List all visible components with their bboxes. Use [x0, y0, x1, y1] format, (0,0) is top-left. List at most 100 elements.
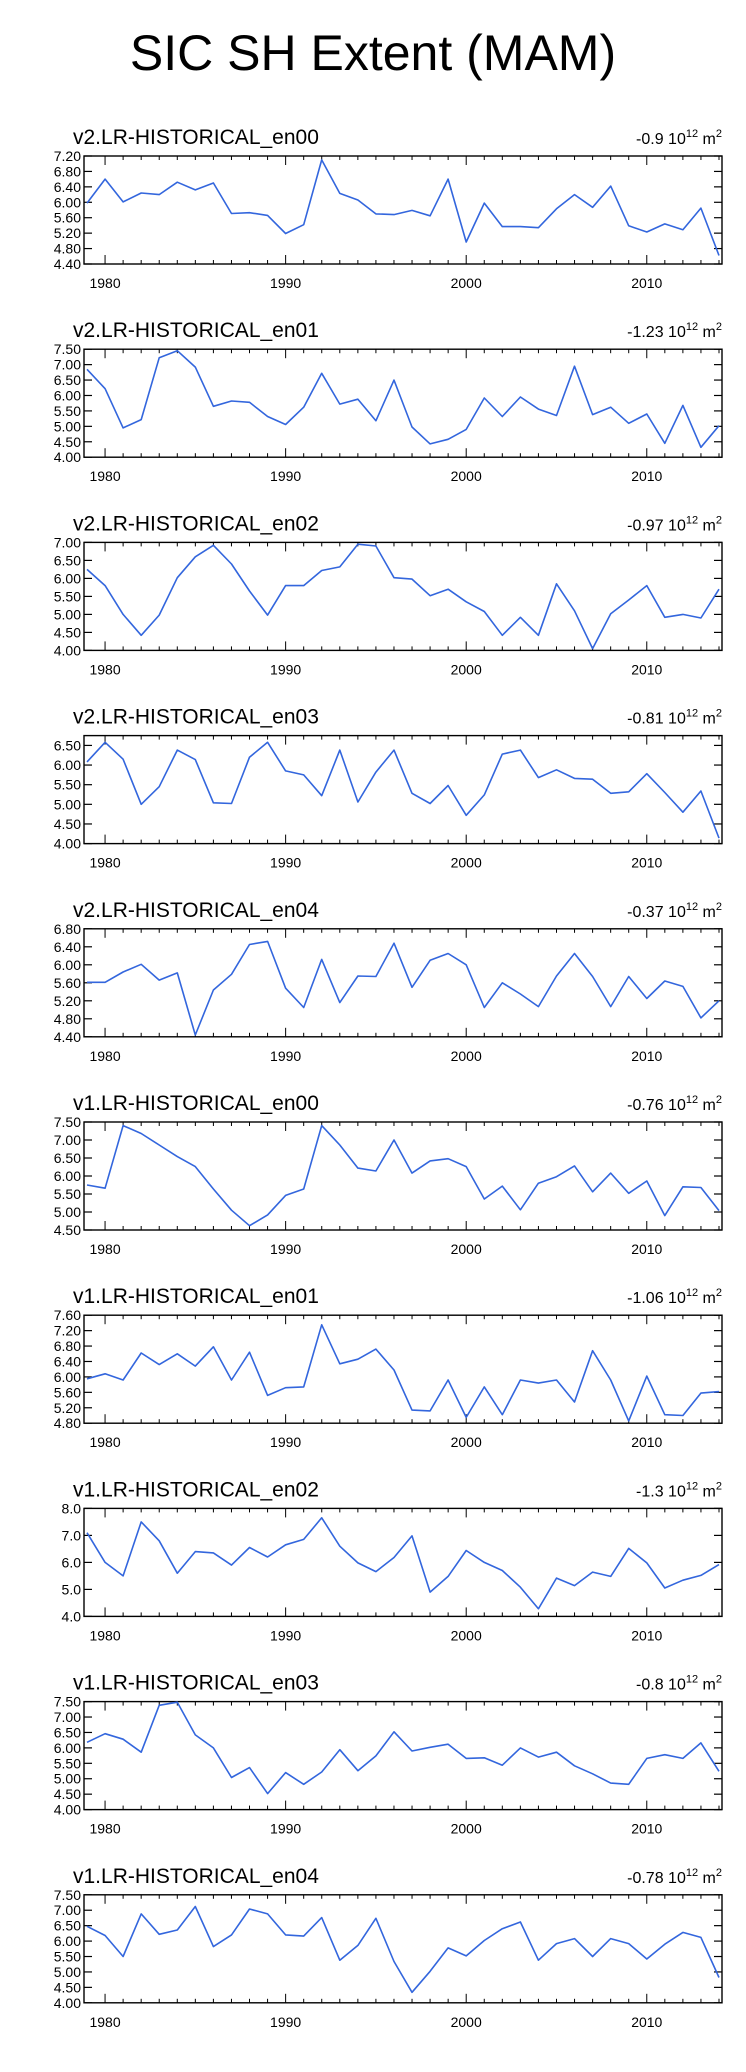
- y-tick-label: 4.50: [54, 816, 81, 832]
- y-tick-label: 7.50: [54, 1114, 81, 1130]
- x-tick-label: 1980: [89, 661, 120, 677]
- x-tick-label: 1990: [270, 855, 301, 871]
- x-tick-label: 2000: [451, 2014, 482, 2030]
- panel-title: v2.LR-HISTORICAL_en03: [73, 706, 319, 729]
- plot-frame: [83, 1121, 723, 1231]
- y-tick-label: 7.00: [54, 357, 81, 373]
- y-tick-label: 6.80: [54, 921, 81, 937]
- x-tick-label: 1980: [89, 1048, 120, 1064]
- series-line: [87, 940, 720, 1036]
- series-line: [86, 1324, 720, 1422]
- x-tick-label: 1990: [270, 1821, 301, 1837]
- y-tick-label: 4.50: [54, 1786, 81, 1802]
- y-tick-label: 4.80: [54, 241, 81, 257]
- y-tick-label: 4.50: [54, 1222, 81, 1238]
- y-tick-label: 7.00: [54, 1709, 81, 1725]
- y-tick-label: 7.50: [54, 1887, 81, 1903]
- chart-panel-1: v2.LR-HISTORICAL_en01 -1.23 1012 m2 7.507.…: [54, 319, 723, 484]
- y-tick-label: 6.50: [54, 1918, 81, 1934]
- trend-label: -0.8 1012 m2: [636, 1674, 722, 1694]
- panel-title: v1.LR-HISTORICAL_en02: [73, 1478, 319, 1501]
- trend-label: -0.76 1012 m2: [627, 1094, 722, 1114]
- x-tick-label: 1980: [89, 1434, 120, 1450]
- x-tick-label: 1990: [270, 2014, 301, 2030]
- y-tick-label: 7.20: [54, 1323, 81, 1339]
- y-tick-label: 5.50: [54, 1755, 81, 1771]
- y-tick-label: 6.00: [54, 1369, 81, 1385]
- y-tick-label: 5.20: [54, 993, 81, 1009]
- x-tick-label: 1990: [270, 1434, 301, 1450]
- x-tick-label: 1990: [270, 1048, 301, 1064]
- x-tick-label: 2010: [631, 275, 662, 291]
- y-tick-label: 6.80: [54, 1338, 81, 1354]
- y-tick-label: 4.80: [54, 1011, 81, 1027]
- chart-panel-3: v2.LR-HISTORICAL_en03 -0.81 1012 m2 6.50 6.…: [54, 706, 723, 871]
- panel-title: v1.LR-HISTORICAL_en00: [73, 1092, 319, 1115]
- y-tick-label: 5.60: [54, 210, 81, 226]
- y-tick-label: 5.20: [54, 1400, 81, 1416]
- trend-label: -0.81 1012 m2: [627, 708, 722, 728]
- y-tick-label: 6.0: [62, 1554, 82, 1570]
- y-tick-label: 5.00: [54, 1771, 81, 1787]
- x-tick-label: 2000: [451, 1048, 482, 1064]
- page-title: SIC SH Extent (MAM): [129, 25, 617, 81]
- trend-label: -1.3 1012 m2: [636, 1480, 722, 1500]
- y-tick-label: 5.20: [54, 225, 81, 241]
- y-tick-label: 6.50: [54, 552, 81, 568]
- x-tick-label: 1990: [270, 1241, 301, 1257]
- y-tick-label: 6.40: [54, 1353, 81, 1369]
- trend-label: -0.37 1012 m2: [627, 901, 722, 921]
- y-tick-label: 5.00: [54, 1204, 81, 1220]
- x-tick-label: 2000: [451, 1627, 482, 1643]
- series-line: [86, 543, 720, 650]
- series-line: [86, 1124, 720, 1227]
- x-tick-label: 2000: [451, 855, 482, 871]
- x-tick-label: 2010: [631, 1434, 662, 1450]
- y-tick-label: 5.00: [54, 796, 81, 812]
- y-tick-label: 6.00: [54, 387, 81, 403]
- y-tick-label: 7.50: [54, 1694, 81, 1710]
- y-tick-label: 7.00: [54, 534, 81, 550]
- y-tick-label: 6.80: [54, 163, 81, 179]
- y-tick-label: 5.00: [54, 418, 81, 434]
- y-tick-label: 4.00: [54, 1802, 81, 1818]
- chart-panel-4: v2.LR-HISTORICAL_en04 -0.37 1012 m2 6.80 6.…: [54, 899, 723, 1064]
- trend-label: -0.97 1012 m2: [627, 514, 722, 534]
- x-tick-label: 2000: [451, 468, 482, 484]
- x-tick-label: 1990: [270, 468, 301, 484]
- y-tick-label: 6.00: [54, 1168, 81, 1184]
- y-tick-label: 7.60: [54, 1307, 81, 1323]
- trend-label: -1.06 1012 m2: [627, 1287, 722, 1307]
- x-tick-label: 2000: [451, 275, 482, 291]
- series-line: [86, 159, 720, 256]
- panel-title: v1.LR-HISTORICAL_en01: [73, 1285, 319, 1308]
- y-tick-label: 5.50: [54, 588, 81, 604]
- y-tick-label: 6.00: [54, 1740, 81, 1756]
- plot-frame: [83, 1894, 723, 2004]
- plot-frame: [83, 541, 723, 652]
- chart-panel-0: v2.LR-HISTORICAL_en00 -0.9 1012 m2 7.206.8…: [54, 126, 723, 291]
- y-tick-label: 4.80: [54, 1415, 81, 1431]
- y-tick-label: 5.00: [54, 606, 81, 622]
- series-line: [86, 1517, 720, 1610]
- x-tick-label: 1990: [270, 275, 301, 291]
- x-tick-label: 2010: [631, 1627, 662, 1643]
- y-tick-label: 6.50: [54, 372, 81, 388]
- plot-frame: [83, 1700, 723, 1811]
- y-tick-label: 4.00: [54, 836, 81, 852]
- x-tick-label: 2010: [631, 1821, 662, 1837]
- chart-panel-7: v1.LR-HISTORICAL_en02 -1.3 1012 m2 8.0 7.0 6…: [62, 1478, 723, 1643]
- y-tick-label: 5.50: [54, 1949, 81, 1965]
- plot-frame: [83, 348, 723, 458]
- y-tick-label: 7.50: [54, 341, 81, 357]
- x-tick-label: 1980: [89, 275, 120, 291]
- chart-panel-8: v1.LR-HISTORICAL_en03 -0.8 1012 m2 7.507.0…: [54, 1672, 723, 1837]
- panel-title: v1.LR-HISTORICAL_en04: [73, 1865, 319, 1888]
- panel-title: v2.LR-HISTORICAL_en04: [73, 899, 319, 922]
- trend-label: -0.9 1012 m2: [636, 128, 722, 148]
- x-tick-label: 2010: [631, 661, 662, 677]
- y-tick-label: 5.50: [54, 403, 81, 419]
- y-tick-label: 6.00: [54, 570, 81, 586]
- x-tick-label: 1980: [89, 1627, 120, 1643]
- y-tick-label: 4.50: [54, 434, 81, 450]
